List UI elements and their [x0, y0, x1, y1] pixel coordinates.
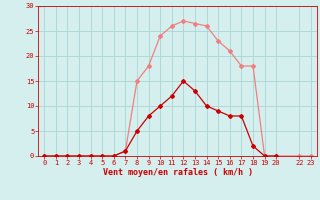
- X-axis label: Vent moyen/en rafales ( km/h ): Vent moyen/en rafales ( km/h ): [103, 168, 252, 177]
